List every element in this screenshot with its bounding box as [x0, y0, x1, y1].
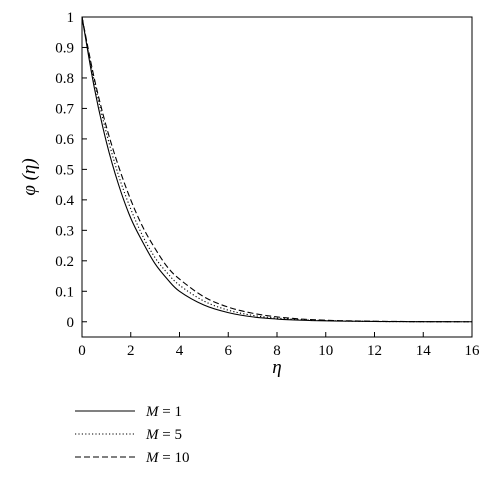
y-tick-label: 0.1: [55, 284, 74, 300]
series-line-3: [81, 16, 473, 323]
x-tick-label: 8: [273, 343, 281, 359]
x-tick-label: 10: [318, 343, 333, 359]
legend-label-2: M = 5: [145, 427, 182, 443]
y-tick-label: 0.9: [55, 40, 74, 56]
y-tick-label: 0.8: [55, 71, 74, 87]
legend: M = 1 M = 5 M = 10: [75, 404, 189, 466]
series-line-1: [81, 16, 473, 323]
x-axis-label: η: [272, 357, 281, 378]
x-tick-label: 16: [465, 343, 481, 359]
legend-label-1: M = 1: [145, 404, 182, 420]
x-tick-label: 0: [78, 343, 86, 359]
y-tick-label: 0: [67, 315, 75, 331]
y-tick-label: 0.7: [55, 101, 74, 117]
plot-frame: [81, 16, 473, 338]
series-lines: [81, 16, 473, 323]
legend-label-3: M = 10: [145, 450, 189, 466]
x-tick-label: 6: [225, 343, 233, 359]
y-axis-label: φ (η): [19, 158, 40, 195]
y-tick-label: 0.6: [55, 132, 74, 148]
x-tick-label: 2: [127, 343, 135, 359]
y-tick-label: 0.5: [55, 162, 74, 178]
y-tick-label: 0.3: [55, 223, 74, 239]
axis-ticks: [81, 16, 473, 337]
y-tick-label: 0.2: [55, 254, 74, 270]
series-line-2: [81, 16, 473, 323]
x-tick-label: 14: [416, 343, 432, 359]
axis-tick-labels: 0 2 4 6 8 10 12 14 16 0 0.1 0.2 0.3 0.4 0.5 0.6 0.7 0.8 0.…: [55, 10, 480, 359]
x-tick-label: 4: [176, 343, 184, 359]
y-tick-label: 0.4: [55, 193, 74, 209]
y-tick-label: 1: [67, 10, 75, 26]
x-tick-label: 12: [367, 343, 382, 359]
